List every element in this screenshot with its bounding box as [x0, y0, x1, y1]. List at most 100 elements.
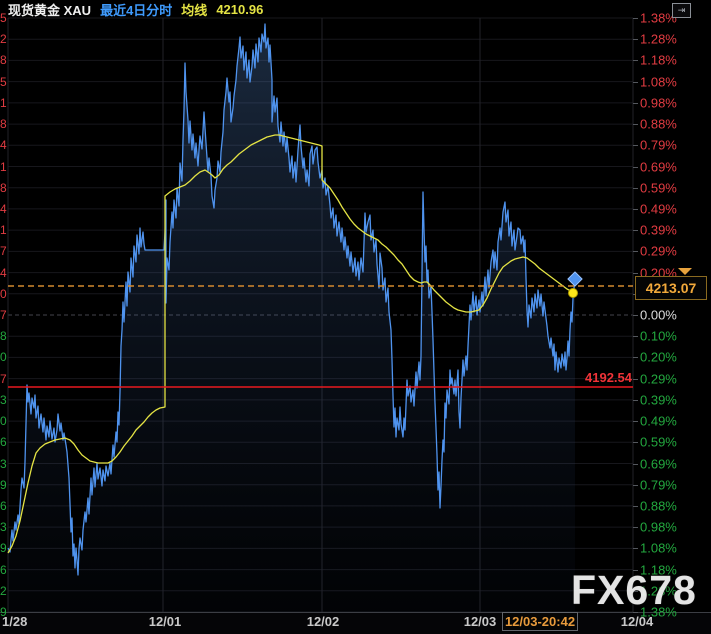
left-axis-label-clipped: 4 — [0, 265, 7, 280]
right-axis-tick — [633, 548, 638, 550]
right-axis-tick — [633, 336, 638, 338]
overlay-lines — [8, 285, 633, 388]
last-price-diamond-icon — [567, 271, 583, 287]
x-axis-date-label: 12/04 — [620, 614, 654, 629]
right-axis-label: 0.88% — [640, 498, 677, 514]
left-axis-label-clipped: 0 — [0, 414, 7, 429]
series-lines — [7, 23, 576, 576]
right-axis-label: 0.20% — [640, 349, 677, 365]
price-line — [7, 23, 576, 576]
left-axis-label-clipped: 3 — [0, 520, 7, 535]
symbol-title: 现货黄金 XAU — [8, 2, 92, 18]
right-axis-label: 1.08% — [640, 74, 677, 90]
ma-end-dot-icon — [568, 288, 578, 298]
right-axis-label: 1.08% — [640, 540, 677, 556]
x-axis-date-label: 12/03 — [463, 614, 497, 629]
right-axis-label: 0.39% — [640, 222, 677, 238]
right-axis-tick — [633, 484, 638, 486]
ma-line — [7, 134, 574, 554]
right-axis-label: 0.29% — [640, 371, 677, 387]
collapse-panel-icon[interactable]: ⇥ — [672, 3, 691, 18]
left-axis-label-clipped: 9 — [0, 605, 7, 619]
left-axis-label-clipped: 3 — [0, 392, 7, 407]
left-axis-label-clipped: 8 — [0, 180, 7, 195]
price-area — [8, 24, 575, 612]
left-axis-label-clipped: 6 — [0, 498, 7, 513]
right-axis-tick — [633, 124, 638, 126]
right-axis-tick — [633, 399, 638, 401]
right-axis-label: 0.79% — [640, 137, 677, 153]
right-axis-tick — [633, 60, 638, 62]
right-axis-tick — [633, 251, 638, 253]
last-update-timestamp: 12/03-20:42 — [502, 612, 578, 631]
right-axis-tick — [633, 18, 638, 19]
right-axis-label: 0.69% — [640, 159, 677, 174]
current-price-label: 4213.07 — [635, 276, 707, 300]
right-axis-tick — [633, 612, 638, 613]
right-axis-label: 0.39% — [640, 392, 677, 408]
ma-legend-value: 4210.96 — [216, 1, 264, 17]
left-axis-label-clipped: 6 — [0, 562, 7, 577]
right-axis-tick — [633, 569, 638, 571]
chart-header: 现货黄金 XAU 最近4日分时 均线 4210.96 — [8, 1, 264, 18]
right-axis-label: 0.49% — [640, 201, 677, 217]
right-axis-tick — [633, 166, 638, 168]
right-axis-tick — [633, 315, 638, 316]
right-axis-label: 0.10% — [640, 328, 677, 344]
right-axis-label: 1.18% — [640, 562, 677, 578]
left-axis-label-clipped: 0 — [0, 286, 7, 301]
right-axis-tick — [633, 590, 638, 592]
right-axis-label: 0.98% — [640, 95, 677, 111]
right-axis-label: 1.38% — [640, 10, 677, 26]
support-price-label: 4192.54 — [585, 370, 632, 385]
right-axis-tick — [633, 81, 638, 83]
right-axis-tick — [633, 442, 638, 444]
x-axis-date-label: 1/28 — [2, 614, 28, 629]
right-axis-label: 0.29% — [640, 243, 677, 259]
left-axis-label-clipped: 7 — [0, 308, 7, 322]
right-axis-tick — [633, 187, 638, 189]
right-axis-tick — [633, 463, 638, 465]
series-end-markers — [567, 271, 583, 298]
right-axis-tick — [633, 102, 638, 104]
right-axis-tick — [633, 145, 638, 147]
right-axis-tick — [633, 527, 638, 529]
left-axis-label-clipped: 2 — [0, 583, 7, 598]
left-axis-label-clipped: 8 — [0, 117, 7, 132]
right-axis-label: 0.98% — [640, 519, 677, 535]
x-axis-date-label: 12/02 — [306, 614, 340, 629]
right-axis-tick — [633, 230, 638, 232]
left-axis-label-clipped: 5 — [0, 74, 7, 89]
ma-legend-label: 均线 — [181, 2, 208, 18]
left-axis-label-clipped: 3 — [0, 456, 7, 471]
left-axis-label-clipped: 1 — [0, 159, 7, 174]
left-axis-label-clipped: 7 — [0, 371, 7, 386]
fx678-watermark: FX678 — [571, 567, 697, 613]
left-axis-label-clipped: 8 — [0, 53, 7, 68]
x-axis-date-label: 12/01 — [148, 614, 182, 629]
price-area-fill — [8, 24, 575, 612]
left-axis-label-clipped: 9 — [0, 541, 7, 556]
left-axis-label-clipped: 5 — [0, 11, 7, 25]
right-axis-tick — [633, 421, 638, 423]
right-axis-label: 1.38% — [640, 604, 677, 620]
right-axis-label: 0.88% — [640, 116, 677, 132]
left-axis-label-clipped: 0 — [0, 350, 7, 365]
right-axis-tick — [633, 272, 638, 274]
x-axis-bar — [0, 612, 711, 634]
left-axis-label-clipped: 8 — [0, 329, 7, 344]
right-axis-label: 0.00% — [640, 307, 677, 323]
right-axis-tick — [633, 378, 638, 380]
right-axis-label: 0.59% — [640, 434, 677, 450]
right-axis-label: 1.18% — [640, 52, 677, 68]
right-axis-label: 0.49% — [640, 413, 677, 429]
right-axis-label: 0.59% — [640, 180, 677, 196]
right-axis-tick — [633, 208, 638, 210]
left-axis-label-clipped: 4 — [0, 201, 7, 216]
current-price-arrow-icon — [678, 268, 692, 275]
right-axis-label: 0.79% — [640, 477, 677, 493]
chart-mode-label[interactable]: 最近4日分时 — [100, 2, 173, 18]
right-axis-tick — [633, 39, 638, 41]
